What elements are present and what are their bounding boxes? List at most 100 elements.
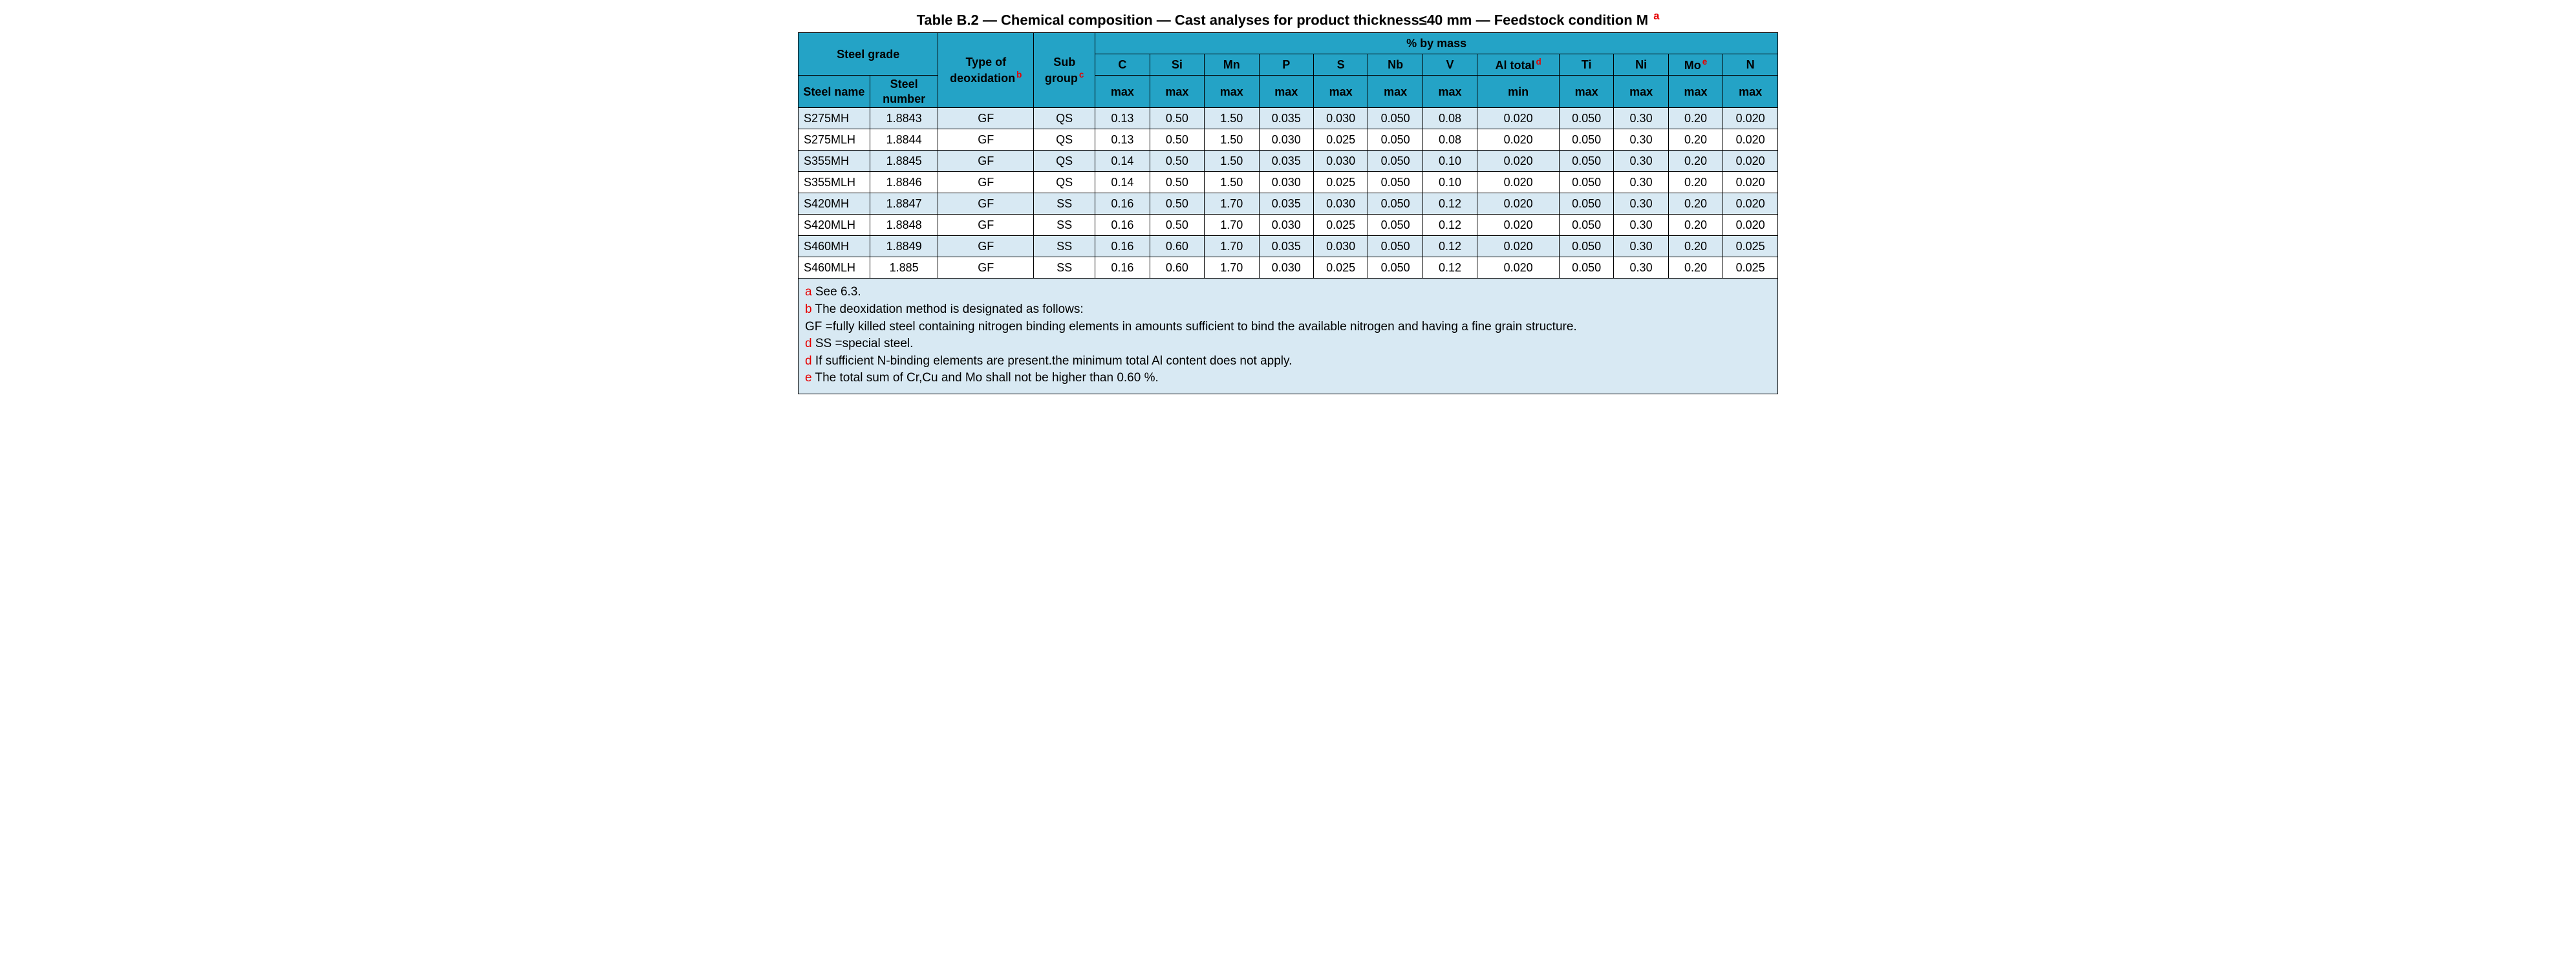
cell-s: 0.030 [1313, 151, 1368, 172]
cell-v: 0.08 [1422, 108, 1477, 129]
cell-v: 0.08 [1422, 129, 1477, 151]
cell-s: 0.025 [1313, 129, 1368, 151]
hdr-nb: Nb [1368, 54, 1422, 76]
table-row: S460MLH1.885GFSS0.160.601.700.0300.0250.… [799, 257, 1778, 279]
hdr-al: Al totald [1477, 54, 1560, 76]
cell-mo: 0.20 [1668, 257, 1723, 279]
cell-steel-number: 1.885 [870, 257, 938, 279]
cell-p: 0.030 [1259, 215, 1313, 236]
hdr-steel-name: Steel name [799, 76, 870, 108]
fn-d1-key: d [805, 337, 812, 350]
hdr-nb-max: max [1368, 76, 1422, 108]
cell-v: 0.12 [1422, 193, 1477, 215]
cell-subgroup: SS [1034, 215, 1095, 236]
hdr-mo: Moe [1668, 54, 1723, 76]
cell-deox: GF [938, 193, 1034, 215]
cell-steel-name: S275MH [799, 108, 870, 129]
cell-ni: 0.30 [1614, 215, 1668, 236]
cell-ni: 0.30 [1614, 236, 1668, 257]
cell-mn: 1.70 [1205, 215, 1259, 236]
hdr-s: S [1313, 54, 1368, 76]
fn-e-text: The total sum of Cr,Cu and Mo shall not … [812, 371, 1159, 385]
cell-deox: GF [938, 236, 1034, 257]
cell-c: 0.13 [1095, 129, 1150, 151]
footnote-d1: d SS =special steel. [805, 335, 1771, 353]
cell-mn: 1.70 [1205, 257, 1259, 279]
cell-mn: 1.50 [1205, 129, 1259, 151]
cell-subgroup: QS [1034, 151, 1095, 172]
fn-a-text: See 6.3. [812, 285, 861, 299]
hdr-p: P [1259, 54, 1313, 76]
hdr-ni-max: max [1614, 76, 1668, 108]
cell-n: 0.020 [1723, 193, 1778, 215]
cell-c: 0.14 [1095, 172, 1150, 193]
cell-si: 0.50 [1150, 215, 1204, 236]
footnote-e: e The total sum of Cr,Cu and Mo shall no… [805, 370, 1771, 387]
cell-al: 0.020 [1477, 172, 1560, 193]
cell-steel-name: S275MLH [799, 129, 870, 151]
cell-ti: 0.050 [1559, 108, 1613, 129]
cell-deox: GF [938, 108, 1034, 129]
cell-s: 0.030 [1313, 236, 1368, 257]
hdr-deox-sup: b [1016, 70, 1022, 80]
hdr-p-max: max [1259, 76, 1313, 108]
fn-e-key: e [805, 371, 812, 385]
cell-s: 0.025 [1313, 257, 1368, 279]
table-row: S275MLH1.8844GFQS0.130.501.500.0300.0250… [799, 129, 1778, 151]
hdr-ti: Ti [1559, 54, 1613, 76]
cell-subgroup: QS [1034, 172, 1095, 193]
cell-deox: GF [938, 172, 1034, 193]
hdr-n: N [1723, 54, 1778, 76]
fn-b-text: The deoxidation method is designated as … [812, 302, 1084, 316]
cell-n: 0.020 [1723, 108, 1778, 129]
fn-b-key: b [805, 302, 812, 316]
cell-steel-number: 1.8846 [870, 172, 938, 193]
cell-si: 0.60 [1150, 236, 1204, 257]
cell-mo: 0.20 [1668, 236, 1723, 257]
hdr-c-max: max [1095, 76, 1150, 108]
cell-steel-name: S460MH [799, 236, 870, 257]
hdr-si: Si [1150, 54, 1204, 76]
fn-a-key: a [805, 285, 812, 299]
cell-steel-name: S420MLH [799, 215, 870, 236]
footnote-a: a See 6.3. [805, 284, 1771, 301]
cell-nb: 0.050 [1368, 172, 1422, 193]
cell-steel-number: 1.8849 [870, 236, 938, 257]
cell-s: 0.025 [1313, 215, 1368, 236]
fn-d2-key: d [805, 354, 812, 368]
cell-al: 0.020 [1477, 215, 1560, 236]
table-row: S420MLH1.8848GFSS0.160.501.700.0300.0250… [799, 215, 1778, 236]
cell-si: 0.50 [1150, 129, 1204, 151]
cell-mn: 1.50 [1205, 151, 1259, 172]
cell-nb: 0.050 [1368, 151, 1422, 172]
hdr-si-max: max [1150, 76, 1204, 108]
cell-ti: 0.050 [1559, 215, 1613, 236]
cell-n: 0.020 [1723, 151, 1778, 172]
cell-steel-number: 1.8844 [870, 129, 938, 151]
hdr-pct-mass: % by mass [1095, 33, 1778, 54]
cell-n: 0.020 [1723, 172, 1778, 193]
cell-steel-number: 1.8847 [870, 193, 938, 215]
cell-v: 0.10 [1422, 172, 1477, 193]
cell-ni: 0.30 [1614, 151, 1668, 172]
fn-d2-text: If sufficient N-binding elements are pre… [812, 354, 1293, 368]
cell-ni: 0.30 [1614, 257, 1668, 279]
hdr-v-max: max [1422, 76, 1477, 108]
cell-mo: 0.20 [1668, 108, 1723, 129]
cell-c: 0.16 [1095, 236, 1150, 257]
hdr-subgroup-sup: c [1079, 70, 1084, 80]
hdr-mn: Mn [1205, 54, 1259, 76]
cell-steel-name: S460MLH [799, 257, 870, 279]
cell-ti: 0.050 [1559, 236, 1613, 257]
cell-p: 0.030 [1259, 257, 1313, 279]
cell-mo: 0.20 [1668, 172, 1723, 193]
cell-v: 0.12 [1422, 236, 1477, 257]
cell-mn: 1.50 [1205, 108, 1259, 129]
hdr-steel-number: Steel number [870, 76, 938, 108]
table-row: S275MH1.8843GFQS0.130.501.500.0350.0300.… [799, 108, 1778, 129]
cell-p: 0.035 [1259, 193, 1313, 215]
cell-steel-number: 1.8843 [870, 108, 938, 129]
table-row: S355MH1.8845GFQS0.140.501.500.0350.0300.… [799, 151, 1778, 172]
cell-n: 0.025 [1723, 236, 1778, 257]
hdr-mo-text: Mo [1684, 59, 1701, 72]
